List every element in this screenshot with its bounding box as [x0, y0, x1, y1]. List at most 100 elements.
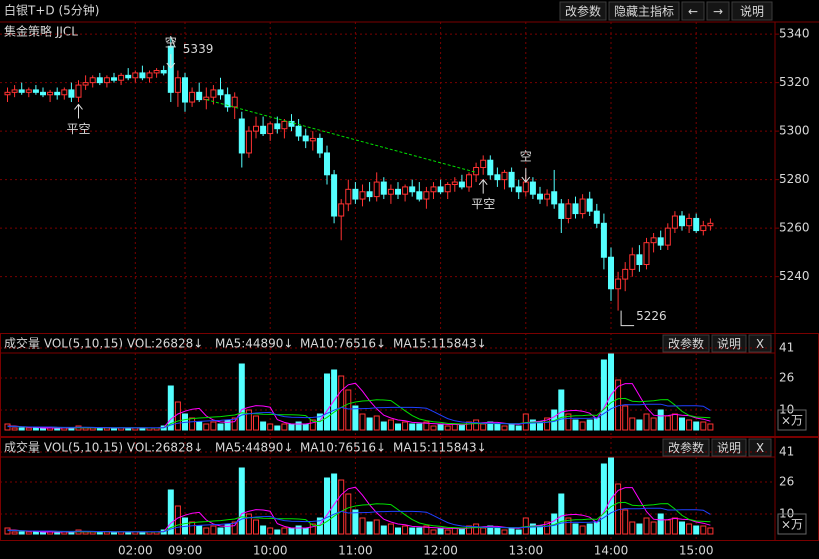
- candle-body: [380, 181, 387, 195]
- candle-body: [423, 191, 430, 200]
- volume-bar: [679, 417, 685, 431]
- candle-body: [430, 186, 437, 193]
- volume-bar: [529, 523, 536, 535]
- x-tick-label: 10:00: [253, 544, 288, 558]
- unit-box: [777, 513, 807, 535]
- candle-body: [125, 74, 132, 79]
- candle-body: [352, 188, 359, 200]
- high-marker-line: [170, 36, 176, 47]
- window-title: 白银T+D (5分钟): [4, 3, 99, 18]
- volume-bar: [437, 527, 444, 535]
- candle-body: [61, 89, 68, 96]
- candle-body: [515, 186, 522, 193]
- candle-body: [494, 174, 501, 181]
- candle-body: [671, 215, 678, 229]
- volume-bar: [423, 421, 430, 431]
- candle-body: [196, 91, 203, 101]
- volume-bar: [359, 413, 366, 431]
- candle-body: [579, 198, 586, 215]
- candle-body: [565, 203, 572, 219]
- button-label[interactable]: 改参数: [668, 440, 704, 455]
- button-label[interactable]: 隐藏主指标: [614, 4, 674, 19]
- volume-bar: [352, 509, 359, 535]
- candle-body: [373, 181, 380, 198]
- volume-bar: [686, 419, 693, 431]
- signal-label: 平空: [66, 122, 90, 136]
- button-label[interactable]: 改参数: [565, 4, 601, 19]
- button-label[interactable]: 说明: [740, 4, 764, 19]
- candle-body: [664, 227, 671, 246]
- candle-body: [96, 77, 103, 84]
- volume-bar: [231, 521, 238, 535]
- volume-bar: [707, 423, 714, 431]
- candle-body: [40, 91, 46, 96]
- volume-bar: [387, 523, 394, 535]
- button-label[interactable]: X: [756, 441, 764, 455]
- button[interactable]: [681, 1, 705, 21]
- candle-body: [47, 91, 54, 96]
- volume-bar: [281, 527, 288, 535]
- candle-body: [501, 171, 508, 181]
- candle-body: [316, 137, 323, 154]
- candle-body: [281, 120, 288, 130]
- candle-body: [32, 89, 39, 93]
- candle-body: [118, 74, 125, 81]
- button[interactable]: [706, 1, 730, 21]
- button[interactable]: [608, 1, 680, 21]
- y-tick-label: 5280: [779, 172, 810, 186]
- candle-body: [707, 222, 714, 227]
- volume-bar: [693, 525, 700, 535]
- signal-arrow: [166, 54, 176, 69]
- volume-bar: [267, 423, 274, 431]
- volume-bar: [423, 525, 430, 535]
- button-label[interactable]: 说明: [717, 440, 741, 455]
- button-label[interactable]: ←: [688, 5, 698, 19]
- indicator-value: MA15:115843↓: [393, 337, 487, 351]
- volume-bar: [657, 409, 664, 431]
- unit-label: ×万: [781, 414, 803, 428]
- candle-body: [473, 167, 480, 176]
- candle-body: [274, 123, 281, 130]
- y-tick-label: 5300: [779, 124, 810, 138]
- button-label[interactable]: →: [713, 5, 723, 19]
- volume-bar: [295, 525, 302, 535]
- volume-bar: [253, 415, 259, 431]
- volume-bar: [203, 423, 210, 431]
- volume-bar: [302, 527, 309, 535]
- low-marker-line: [620, 310, 635, 327]
- button[interactable]: [731, 1, 773, 21]
- button[interactable]: [559, 1, 607, 21]
- volume-bar: [629, 417, 636, 431]
- y-tick-label: 5340: [779, 27, 810, 41]
- button-label[interactable]: 改参数: [668, 336, 704, 351]
- candle-body: [288, 120, 295, 127]
- volume-bar: [402, 525, 409, 535]
- button[interactable]: [662, 438, 710, 457]
- candle-body: [203, 96, 210, 101]
- candle-body: [679, 215, 685, 227]
- y-tick-label: 5320: [779, 75, 810, 89]
- candle-body: [451, 181, 458, 185]
- candle-body: [444, 183, 451, 193]
- candle-body: [359, 191, 366, 200]
- volume-bar: [260, 525, 267, 535]
- volume-bar: [707, 527, 714, 535]
- volume-bar: [522, 517, 529, 535]
- candle-body: [387, 188, 394, 195]
- button[interactable]: [662, 334, 710, 353]
- volume-bar: [437, 423, 444, 431]
- volume-bar: [25, 531, 32, 535]
- volume-bar: [544, 521, 551, 535]
- button-label[interactable]: X: [756, 337, 764, 351]
- candle-body: [700, 225, 707, 232]
- candle-body: [572, 203, 579, 215]
- x-tick-label: 15:00: [679, 544, 714, 558]
- y-tick-label: 41: [779, 445, 794, 459]
- volume-bar: [345, 493, 352, 535]
- indicator-value: MA15:115843↓: [393, 441, 487, 455]
- volume-bar: [480, 527, 487, 535]
- button-label[interactable]: 说明: [717, 336, 741, 351]
- candle-body: [146, 72, 153, 79]
- volume-bar: [338, 375, 345, 431]
- volume-bar: [373, 415, 380, 431]
